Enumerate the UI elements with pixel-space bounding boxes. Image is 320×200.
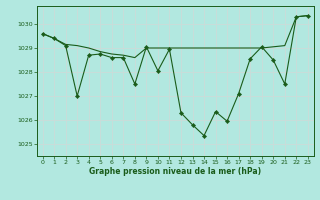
X-axis label: Graphe pression niveau de la mer (hPa): Graphe pression niveau de la mer (hPa) — [89, 167, 261, 176]
